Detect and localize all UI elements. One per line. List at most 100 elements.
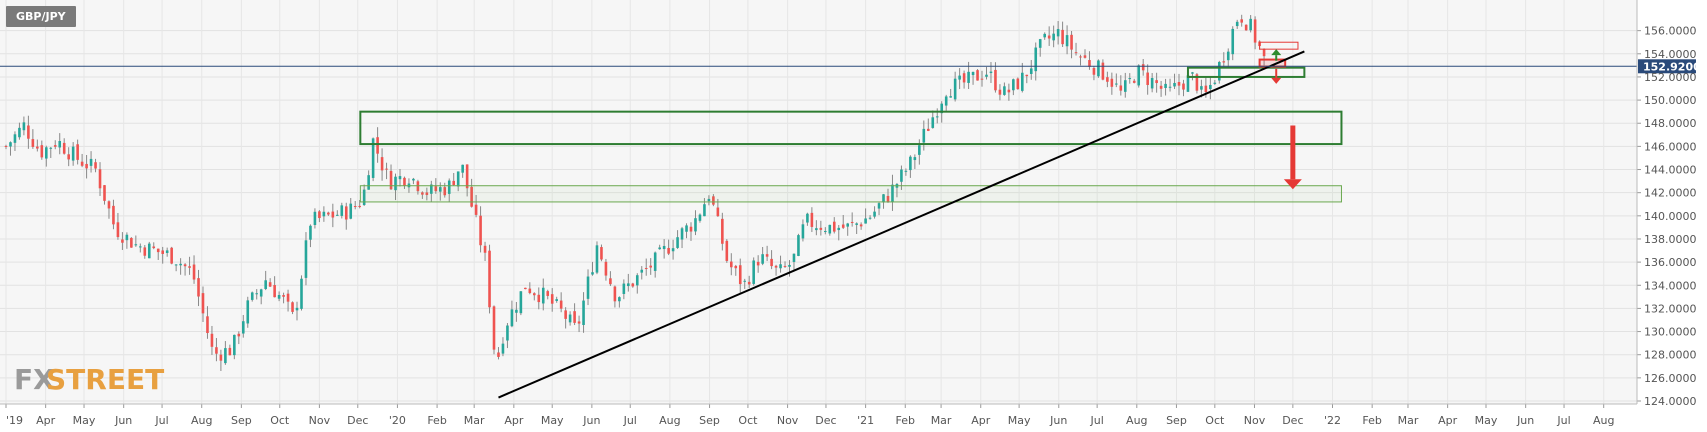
symbol-label: GBP/JPY bbox=[6, 6, 76, 27]
candle-body bbox=[358, 205, 361, 207]
candle bbox=[1128, 73, 1132, 84]
candle-body bbox=[1195, 74, 1199, 91]
candle bbox=[734, 264, 738, 276]
candle-body bbox=[644, 267, 648, 269]
x-tick-label: May bbox=[73, 414, 96, 427]
candle bbox=[255, 289, 259, 300]
candle-body bbox=[1034, 47, 1038, 72]
x-tick-label: Feb bbox=[896, 414, 915, 427]
candle-body bbox=[541, 287, 545, 304]
candle bbox=[1097, 59, 1100, 78]
candle bbox=[998, 84, 1002, 101]
candle bbox=[738, 258, 742, 295]
candle bbox=[147, 241, 151, 259]
candle-body bbox=[685, 225, 688, 232]
candle-body bbox=[394, 176, 397, 191]
candle bbox=[1262, 48, 1266, 66]
candle-body bbox=[765, 254, 769, 257]
y-tick-label: 126.0000 bbox=[1644, 372, 1697, 385]
candle-body bbox=[967, 71, 970, 83]
x-tick-label: Feb bbox=[427, 414, 446, 427]
candle-body bbox=[555, 299, 558, 301]
candle bbox=[1137, 64, 1141, 88]
watermark-street: STREET bbox=[46, 363, 164, 396]
candle-body bbox=[143, 247, 147, 256]
candle-body bbox=[586, 276, 590, 299]
candle-body bbox=[139, 246, 142, 248]
candle bbox=[421, 191, 424, 199]
candle bbox=[353, 200, 357, 210]
candle-body bbox=[627, 283, 630, 287]
x-tick-label: Jul bbox=[1556, 414, 1570, 427]
candle-body bbox=[922, 128, 926, 143]
candle-body bbox=[985, 74, 988, 77]
candle bbox=[13, 131, 17, 151]
candle-body bbox=[331, 211, 335, 218]
candle-body bbox=[1101, 62, 1105, 80]
candle bbox=[358, 200, 361, 209]
candle bbox=[233, 334, 236, 360]
x-tick-label: Nov bbox=[1244, 414, 1266, 427]
candle bbox=[980, 70, 984, 87]
candle-body bbox=[367, 175, 370, 190]
candle-body bbox=[1159, 85, 1163, 89]
candle bbox=[31, 129, 35, 149]
candle-body bbox=[434, 186, 438, 192]
candle bbox=[591, 261, 594, 276]
candle bbox=[224, 341, 227, 365]
candle bbox=[22, 116, 26, 136]
candle bbox=[340, 202, 344, 219]
candle bbox=[1025, 74, 1029, 84]
candle bbox=[1074, 42, 1078, 56]
candle bbox=[747, 275, 751, 288]
arrow-head bbox=[1283, 179, 1302, 190]
candle-body bbox=[649, 265, 653, 268]
candle-body bbox=[58, 141, 62, 148]
x-tick-label: Jul bbox=[623, 414, 637, 427]
candle-body bbox=[425, 192, 429, 195]
candle-body bbox=[340, 205, 344, 216]
y-tick-label: 156.0000 bbox=[1644, 25, 1697, 38]
candle-body bbox=[206, 316, 209, 334]
candle-body bbox=[658, 247, 661, 250]
candle-body bbox=[595, 245, 599, 273]
candle bbox=[1244, 24, 1248, 31]
candle-body bbox=[783, 265, 787, 267]
overlays-layer: 152.9200 bbox=[0, 41, 1701, 399]
candle bbox=[165, 247, 169, 257]
candle-body bbox=[246, 300, 250, 324]
candle-body bbox=[1222, 61, 1226, 63]
x-tick-label: May bbox=[541, 414, 564, 427]
candle-body bbox=[873, 211, 876, 217]
y-tick-label: 128.0000 bbox=[1644, 349, 1697, 362]
candle bbox=[116, 212, 120, 240]
candle-body bbox=[210, 333, 214, 347]
candle-body bbox=[483, 245, 487, 253]
candle-body bbox=[215, 347, 218, 354]
candle bbox=[385, 162, 388, 180]
candle bbox=[976, 69, 979, 81]
candle-body bbox=[353, 206, 357, 208]
x-tick-label: Mar bbox=[931, 414, 952, 427]
candle-body bbox=[712, 196, 715, 205]
candle bbox=[327, 211, 330, 216]
candle bbox=[474, 194, 478, 218]
candle-body bbox=[479, 215, 482, 246]
candle bbox=[161, 246, 164, 264]
candle bbox=[313, 208, 317, 229]
candle-body bbox=[734, 265, 738, 269]
candle-body bbox=[1141, 64, 1145, 71]
candle-body bbox=[130, 237, 133, 248]
candle-body bbox=[761, 254, 764, 264]
candle bbox=[1249, 15, 1252, 33]
y-tick-label: 152.0000 bbox=[1644, 71, 1697, 84]
red-target-box bbox=[1259, 41, 1299, 50]
candle bbox=[909, 155, 912, 178]
candle-body bbox=[1231, 28, 1235, 55]
candle bbox=[1182, 79, 1185, 97]
candle-body bbox=[291, 302, 294, 312]
candle-body bbox=[618, 297, 621, 302]
candle bbox=[524, 287, 527, 290]
candle bbox=[1092, 66, 1096, 81]
candle bbox=[1115, 73, 1118, 88]
